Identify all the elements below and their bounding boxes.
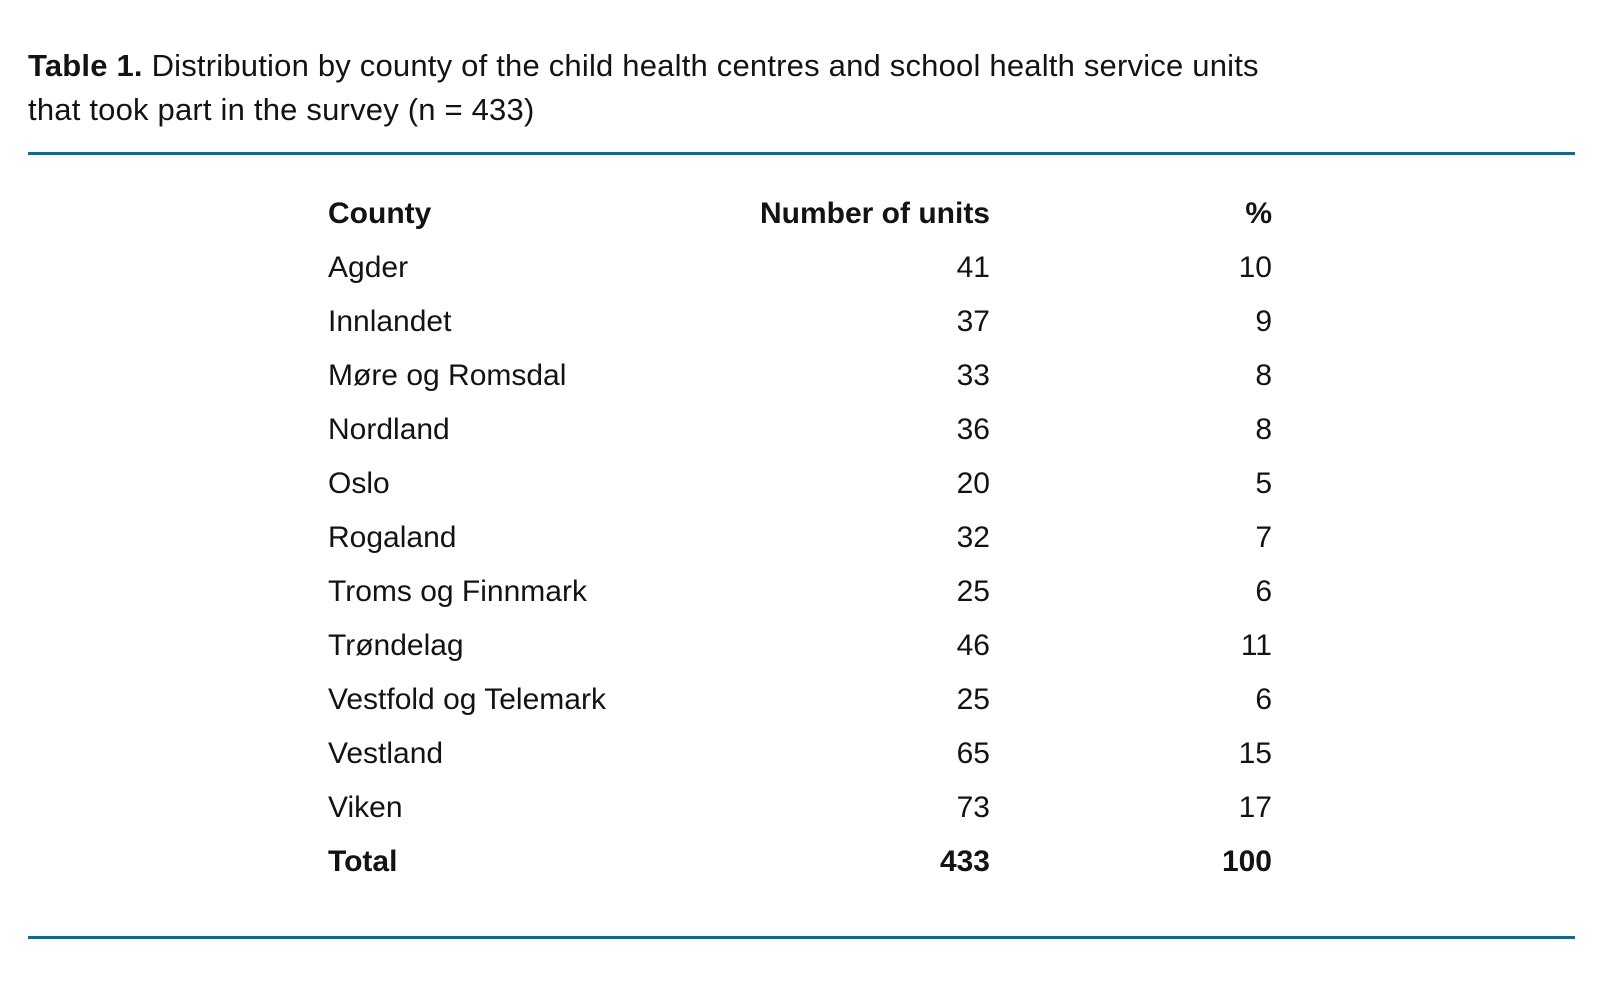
cell-units: 65 — [956, 737, 990, 770]
column-header-units: Number of units — [760, 197, 990, 230]
cell-percent: 7 — [1255, 521, 1272, 554]
top-rule — [28, 152, 1575, 155]
header-row: County Number of units % — [328, 187, 1272, 241]
cell-percent: 5 — [1255, 467, 1272, 500]
table-row: Vestfold og Telemark 25 6 — [328, 673, 1272, 727]
cell-units: 73 — [956, 791, 990, 824]
table-row: Viken 73 17 — [328, 781, 1272, 835]
cell-units: 20 — [956, 467, 990, 500]
table-row: Trøndelag 46 11 — [328, 619, 1272, 673]
cell-county: Agder — [328, 251, 409, 284]
cell-units: 25 — [956, 683, 990, 716]
cell-county: Vestland — [328, 737, 444, 770]
cell-county: Viken — [328, 791, 403, 824]
cell-county: Trøndelag — [328, 629, 464, 662]
table-row: Rogaland 32 7 — [328, 511, 1272, 565]
table-row: Oslo 20 5 — [328, 457, 1272, 511]
caption-text-line2: that took part in the survey (n = 433) — [28, 92, 535, 127]
cell-percent: 6 — [1255, 683, 1272, 716]
cell-units: 32 — [956, 521, 990, 554]
column-header-percent: % — [1245, 197, 1272, 230]
cell-total-percent: 100 — [1221, 845, 1272, 878]
cell-units: 36 — [956, 413, 990, 446]
caption-label: Table 1. — [28, 48, 143, 83]
cell-county: Oslo — [328, 467, 390, 500]
table-row: Innlandet 37 9 — [328, 295, 1272, 349]
cell-total-units: 433 — [939, 845, 990, 878]
cell-county: Møre og Romsdal — [328, 359, 567, 392]
cell-county: Nordland — [328, 413, 450, 446]
bottom-rule — [28, 936, 1575, 939]
cell-percent: 6 — [1255, 575, 1272, 608]
cell-percent: 15 — [1238, 737, 1272, 770]
cell-county: Vestfold og Telemark — [328, 683, 606, 716]
table-row: Nordland 36 8 — [328, 403, 1272, 457]
cell-units: 41 — [956, 251, 990, 284]
cell-percent: 17 — [1238, 791, 1272, 824]
cell-percent: 8 — [1255, 359, 1272, 392]
cell-units: 33 — [956, 359, 990, 392]
cell-percent: 9 — [1255, 305, 1272, 338]
cell-percent: 11 — [1240, 629, 1272, 662]
cell-percent: 10 — [1238, 251, 1272, 284]
cell-county: Rogaland — [328, 521, 457, 554]
cell-units: 25 — [956, 575, 990, 608]
caption-text-line1: Distribution by county of the child heal… — [151, 48, 1259, 83]
table-caption: Table 1. Distribution by county of the c… — [28, 44, 1575, 132]
cell-units: 37 — [956, 305, 990, 338]
page: Table 1. Distribution by county of the c… — [0, 44, 1600, 987]
table-row: Vestland 65 15 — [328, 727, 1272, 781]
cell-total-label: Total — [328, 845, 398, 878]
table-row: Møre og Romsdal 33 8 — [328, 349, 1272, 403]
table-row: Troms og Finnmark 25 6 — [328, 565, 1272, 619]
column-header-county: County — [328, 197, 432, 230]
cell-percent: 8 — [1255, 413, 1272, 446]
total-row: Total 433 100 — [328, 835, 1272, 889]
cell-units: 46 — [956, 629, 990, 662]
table-row: Agder 41 10 — [328, 241, 1272, 295]
county-distribution-table: County Number of units % Agder 41 10 Inn… — [328, 187, 1272, 889]
cell-county: Innlandet — [328, 305, 452, 338]
cell-county: Troms og Finnmark — [328, 575, 587, 608]
